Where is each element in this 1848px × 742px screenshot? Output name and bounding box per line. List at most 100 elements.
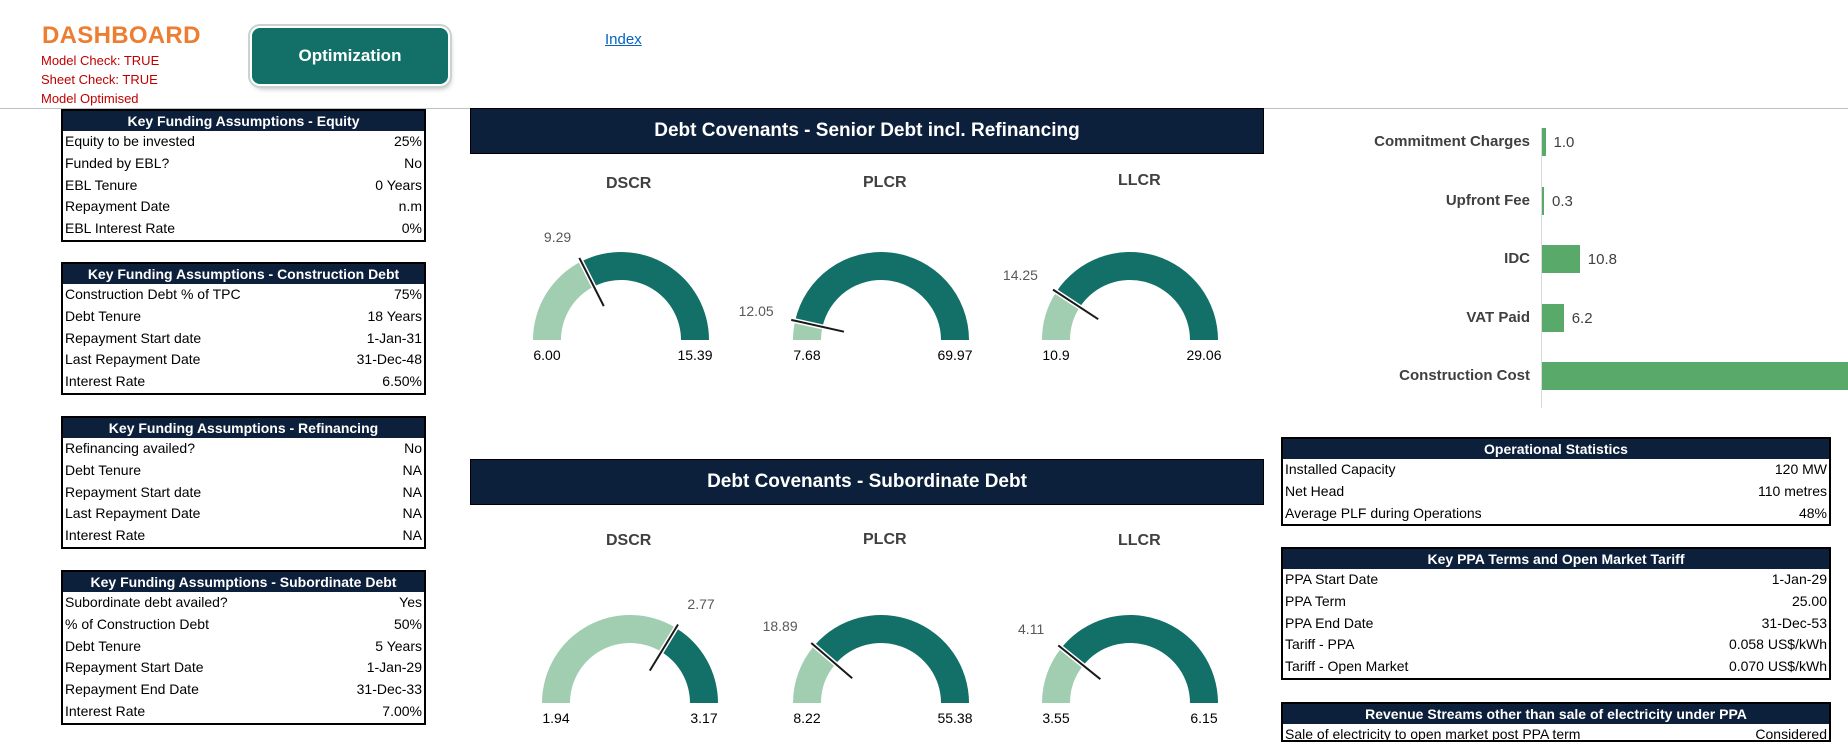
bar: [1542, 304, 1564, 332]
table-row: Debt Tenure 18 Years: [65, 307, 422, 324]
table-row: Debt Tenure NA: [65, 461, 422, 478]
senior-dscr-gauge-needle: [578, 257, 605, 307]
table-row: Repayment Start Date 1-Jan-29: [65, 659, 422, 676]
senior-dscr-gauge-max-label: 15.39: [677, 347, 712, 363]
table-row: Interest Rate 7.00%: [65, 702, 422, 719]
table-row: Debt Tenure 5 Years: [65, 637, 422, 654]
index-link[interactable]: Index: [605, 31, 642, 48]
sub-dscr-label: DSCR: [606, 532, 652, 549]
subordinate-debt-table: Key Funding Assumptions - Subordinate De…: [61, 570, 426, 725]
sub-llcr-gauge-value-label: 4.11: [1018, 621, 1044, 637]
table-row: Net Head 110 metres: [1285, 482, 1827, 499]
table-row: Repayment Start date NA: [65, 483, 422, 500]
sub-dscr-gauge-remaining-arc: [661, 627, 718, 703]
sub-plcr-gauge-remaining-arc: [814, 614, 969, 703]
senior-dscr-gauge-filled-arc: [533, 261, 594, 340]
subordinate-debt-covenants-banner: Debt Covenants - Subordinate Debt: [470, 459, 1264, 505]
senior-llcr-label: LLCR: [1118, 172, 1161, 189]
table-row: Funded by EBL? No: [65, 154, 422, 171]
refinancing-table-header: Key Funding Assumptions - Refinancing: [63, 418, 424, 438]
sub-dscr-gauge-max-label: 3.17: [690, 710, 717, 726]
bar: [1542, 245, 1580, 273]
table-row: Installed Capacity 120 MW: [1285, 461, 1827, 477]
sub-dscr-gauge-needle: [648, 624, 679, 672]
table-row: EBL Interest Rate 0%: [65, 220, 422, 237]
table-row: Repayment End Date 31-Dec-33: [65, 681, 422, 698]
equity-table: Key Funding Assumptions - Equity Equity …: [61, 109, 426, 242]
senior-llcr-gauge-value-label: 14.25: [1003, 267, 1038, 283]
table-row: Equity to be invested 25%: [65, 133, 422, 149]
bar-category-label: Construction Cost: [1399, 367, 1530, 384]
bar-value-label: 0.3: [1552, 193, 1573, 210]
table-row: Tariff - Open Market 0.070 US$/kWh: [1285, 658, 1827, 675]
ppa-terms-header: Key PPA Terms and Open Market Tariff: [1283, 549, 1829, 569]
bar-value-label: 6.2: [1571, 310, 1593, 327]
sub-dscr-gauge-value-label: 2.77: [687, 596, 714, 612]
sub-dscr-gauge-min-label: 1.94: [542, 710, 569, 726]
table-row: Interest Rate 6.50%: [65, 373, 422, 390]
operational-statistics-header: Operational Statistics: [1283, 439, 1829, 459]
sub-llcr-label: LLCR: [1118, 532, 1161, 549]
senior-plcr-gauge-needle: [791, 318, 845, 333]
model-optimised-text: Model Optimised: [41, 91, 139, 106]
senior-dscr-gauge-min-label: 6.00: [533, 347, 560, 363]
sub-dscr-gauge-filled-arc: [542, 614, 676, 703]
sub-llcr-gauge-remaining-arc: [1061, 614, 1218, 703]
subordinate-debt-table-header: Key Funding Assumptions - Subordinate De…: [63, 572, 424, 592]
senior-llcr-gauge-min-label: 10.9: [1042, 347, 1069, 363]
table-row: EBL Tenure 0 Years: [65, 176, 422, 193]
sub-llcr-gauge-min-label: 3.55: [1042, 710, 1069, 726]
operational-statistics-table: Operational Statistics Installed Capacit…: [1281, 437, 1831, 527]
optimization-button[interactable]: Optimization: [252, 28, 448, 84]
senior-dscr-gauge-remaining-arc: [581, 252, 709, 340]
table-row: PPA End Date 31-Dec-53: [1285, 614, 1827, 631]
sub-plcr-gauge-max-label: 55.38: [937, 710, 972, 726]
sheet-check-text: Sheet Check: TRUE: [41, 72, 158, 87]
bar-category-label: VAT Paid: [1466, 309, 1530, 326]
senior-llcr-gauge-needle: [1052, 288, 1099, 321]
sub-plcr-gauge-filled-arc: [793, 645, 836, 703]
senior-dscr-label: DSCR: [606, 175, 652, 192]
senior-llcr-gauge-max-label: 29.06: [1186, 347, 1221, 363]
sub-plcr-gauge-needle: [810, 642, 853, 679]
dashboard-title: DASHBOARD: [42, 22, 201, 49]
senior-plcr-gauge-min-label: 7.68: [793, 347, 820, 363]
senior-debt-covenants-banner: Debt Covenants - Senior Debt incl. Refin…: [470, 108, 1264, 154]
construction-debt-table-header: Key Funding Assumptions - Construction D…: [63, 264, 424, 284]
bar-category-label: Commitment Charges: [1374, 133, 1530, 150]
refinancing-table: Key Funding Assumptions - Refinancing Re…: [61, 416, 426, 549]
table-row: Construction Debt % of TPC 75%: [65, 286, 422, 302]
ppa-terms-table: Key PPA Terms and Open Market Tariff PPA…: [1281, 547, 1831, 680]
revenue-streams-header: Revenue Streams other than sale of elect…: [1283, 704, 1829, 724]
sub-llcr-gauge-filled-arc: [1042, 647, 1084, 703]
construction-debt-table: Key Funding Assumptions - Construction D…: [61, 262, 426, 395]
bar-category-label: Upfront Fee: [1445, 192, 1530, 209]
table-row: Interest Rate NA: [65, 527, 422, 544]
table-row: % of Construction Debt 50%: [65, 615, 422, 632]
senior-llcr-gauge-remaining-arc: [1056, 251, 1218, 340]
sub-plcr-label: PLCR: [863, 531, 907, 548]
senior-plcr-gauge-remaining-arc: [795, 251, 969, 340]
bar: [1542, 362, 1848, 390]
sub-llcr-gauge-needle: [1057, 644, 1101, 680]
table-row: Last Repayment Date NA: [65, 505, 422, 522]
bar-chart-axis: [1541, 128, 1542, 408]
equity-table-header: Key Funding Assumptions - Equity: [63, 111, 424, 131]
revenue-streams-table: Revenue Streams other than sale of elect…: [1281, 702, 1831, 742]
bar: [1542, 187, 1544, 215]
senior-plcr-gauge-max-label: 69.97: [937, 347, 972, 363]
sub-plcr-gauge-value-label: 18.89: [763, 618, 798, 634]
table-row: Sale of electricity to open market post …: [1285, 726, 1827, 742]
bar: [1542, 128, 1546, 156]
senior-dscr-gauge-value-label: 9.29: [544, 229, 571, 245]
model-check-text: Model Check: TRUE: [41, 53, 160, 68]
sub-plcr-gauge-min-label: 8.22: [793, 710, 820, 726]
bar-category-label: IDC: [1504, 250, 1530, 267]
bar-value-label: 1.0: [1553, 134, 1575, 151]
table-row: Refinancing availed? No: [65, 440, 422, 456]
senior-plcr-label: PLCR: [863, 174, 907, 191]
table-row: Tariff - PPA 0.058 US$/kWh: [1285, 636, 1827, 653]
table-row: Subordinate debt availed? Yes: [65, 594, 422, 610]
table-row: Repayment Start date 1-Jan-31: [65, 329, 422, 346]
table-row: PPA Term 25.00: [1285, 592, 1827, 609]
